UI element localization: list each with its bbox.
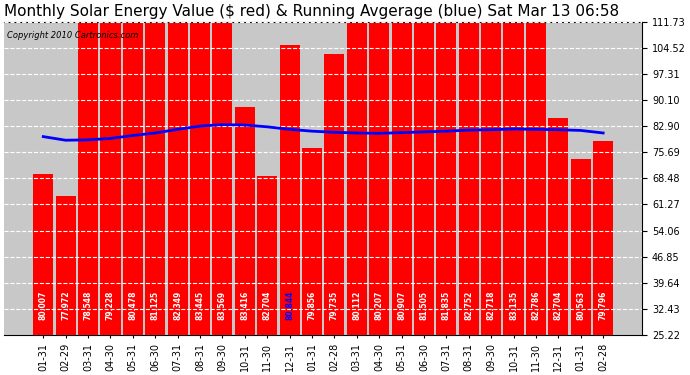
Text: 83.569: 83.569 <box>218 291 227 321</box>
Text: 82.786: 82.786 <box>531 291 540 321</box>
Bar <box>391 0 412 335</box>
Bar <box>504 0 524 335</box>
Bar <box>346 0 367 335</box>
Text: 82.704: 82.704 <box>263 291 272 321</box>
Bar <box>414 0 434 335</box>
Text: 80.007: 80.007 <box>39 291 48 321</box>
Text: 83.135: 83.135 <box>509 291 518 321</box>
Text: 83.416: 83.416 <box>240 291 249 321</box>
Text: 83.445: 83.445 <box>195 291 204 321</box>
Bar <box>369 0 389 335</box>
Text: 82.718: 82.718 <box>486 291 495 321</box>
Text: 80.907: 80.907 <box>397 291 406 321</box>
Text: 80.112: 80.112 <box>353 291 362 321</box>
Text: 80.207: 80.207 <box>375 291 384 321</box>
Bar <box>279 45 299 335</box>
Bar <box>526 0 546 335</box>
Bar <box>78 15 98 335</box>
Bar <box>593 141 613 335</box>
Text: 80.844: 80.844 <box>285 291 294 321</box>
Text: Monthly Solar Energy Value ($ red) & Running Avgerage (blue) Sat Mar 13 06:58: Monthly Solar Energy Value ($ red) & Run… <box>4 4 620 19</box>
Bar <box>302 148 322 335</box>
Text: 82.704: 82.704 <box>554 291 563 321</box>
Bar <box>123 0 143 335</box>
Bar <box>168 0 188 335</box>
Text: 79.228: 79.228 <box>106 291 115 321</box>
Text: 77.972: 77.972 <box>61 291 70 321</box>
Text: 81.835: 81.835 <box>442 291 451 321</box>
Bar <box>436 0 457 335</box>
Bar <box>235 107 255 335</box>
Text: 82.349: 82.349 <box>173 291 182 321</box>
Text: 81.505: 81.505 <box>420 291 428 321</box>
Text: 80.478: 80.478 <box>128 291 137 321</box>
Bar <box>571 159 591 335</box>
Text: Copyright 2010 Cartronics.com: Copyright 2010 Cartronics.com <box>8 31 139 40</box>
Text: 79.735: 79.735 <box>330 291 339 321</box>
Text: 82.752: 82.752 <box>464 291 473 321</box>
Bar <box>257 176 277 335</box>
Text: 79.796: 79.796 <box>599 291 608 321</box>
Bar <box>145 0 166 335</box>
Bar <box>33 174 53 335</box>
Bar <box>481 0 501 335</box>
Bar <box>56 195 76 335</box>
Text: 78.548: 78.548 <box>83 291 92 321</box>
Text: 80.563: 80.563 <box>576 291 585 321</box>
Bar <box>190 0 210 335</box>
Bar <box>100 2 121 335</box>
Text: 81.125: 81.125 <box>150 291 159 321</box>
Text: 79.856: 79.856 <box>308 291 317 321</box>
Bar <box>324 54 344 335</box>
Bar <box>549 118 569 335</box>
Bar <box>213 18 233 335</box>
Bar <box>459 0 479 335</box>
